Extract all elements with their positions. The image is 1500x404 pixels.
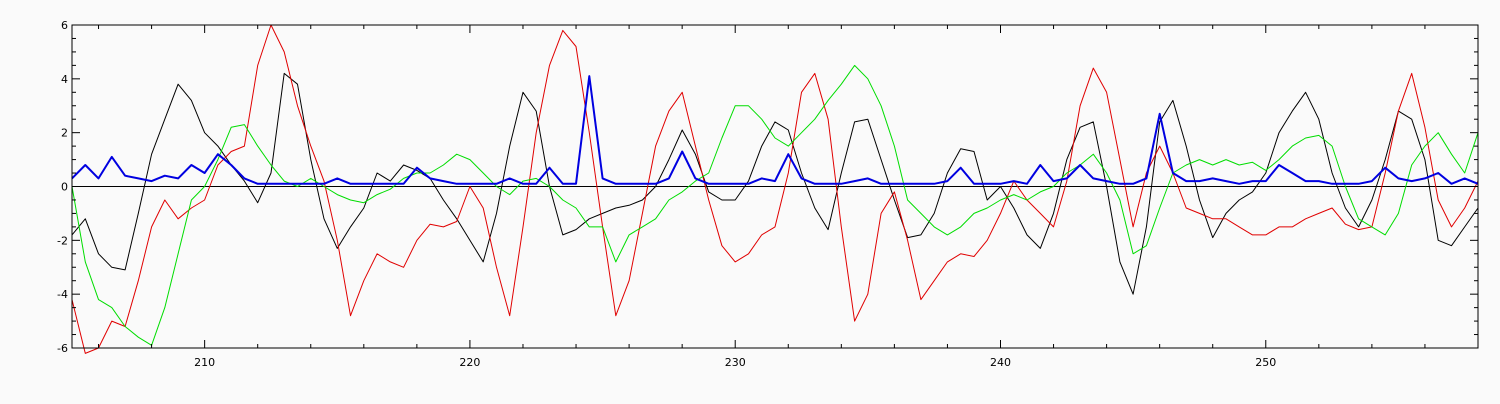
y-tick-label: -6	[57, 342, 68, 355]
x-tick-label: 220	[459, 356, 480, 369]
x-tick-label: 230	[725, 356, 746, 369]
series-line-3	[71, 64, 1479, 346]
series-line-4	[71, 75, 1479, 185]
x-tick-label: 250	[1255, 356, 1276, 369]
y-tick-label: -4	[57, 288, 68, 301]
y-tick-label: 0	[61, 181, 68, 194]
series-layer	[71, 24, 1479, 354]
x-tick-label: 240	[990, 356, 1011, 369]
series-line-1	[71, 72, 1479, 295]
y-tick-label: 4	[61, 73, 68, 86]
x-tick-label: 210	[194, 356, 215, 369]
y-tick-label: -2	[57, 234, 68, 247]
y-tick-label: 6	[61, 19, 68, 32]
y-tick-label: 2	[61, 127, 68, 140]
series-line-2	[71, 24, 1479, 354]
axes-layer: -6 -4 -2 0 2 4 6 210 220 230 240 250	[57, 19, 1479, 369]
